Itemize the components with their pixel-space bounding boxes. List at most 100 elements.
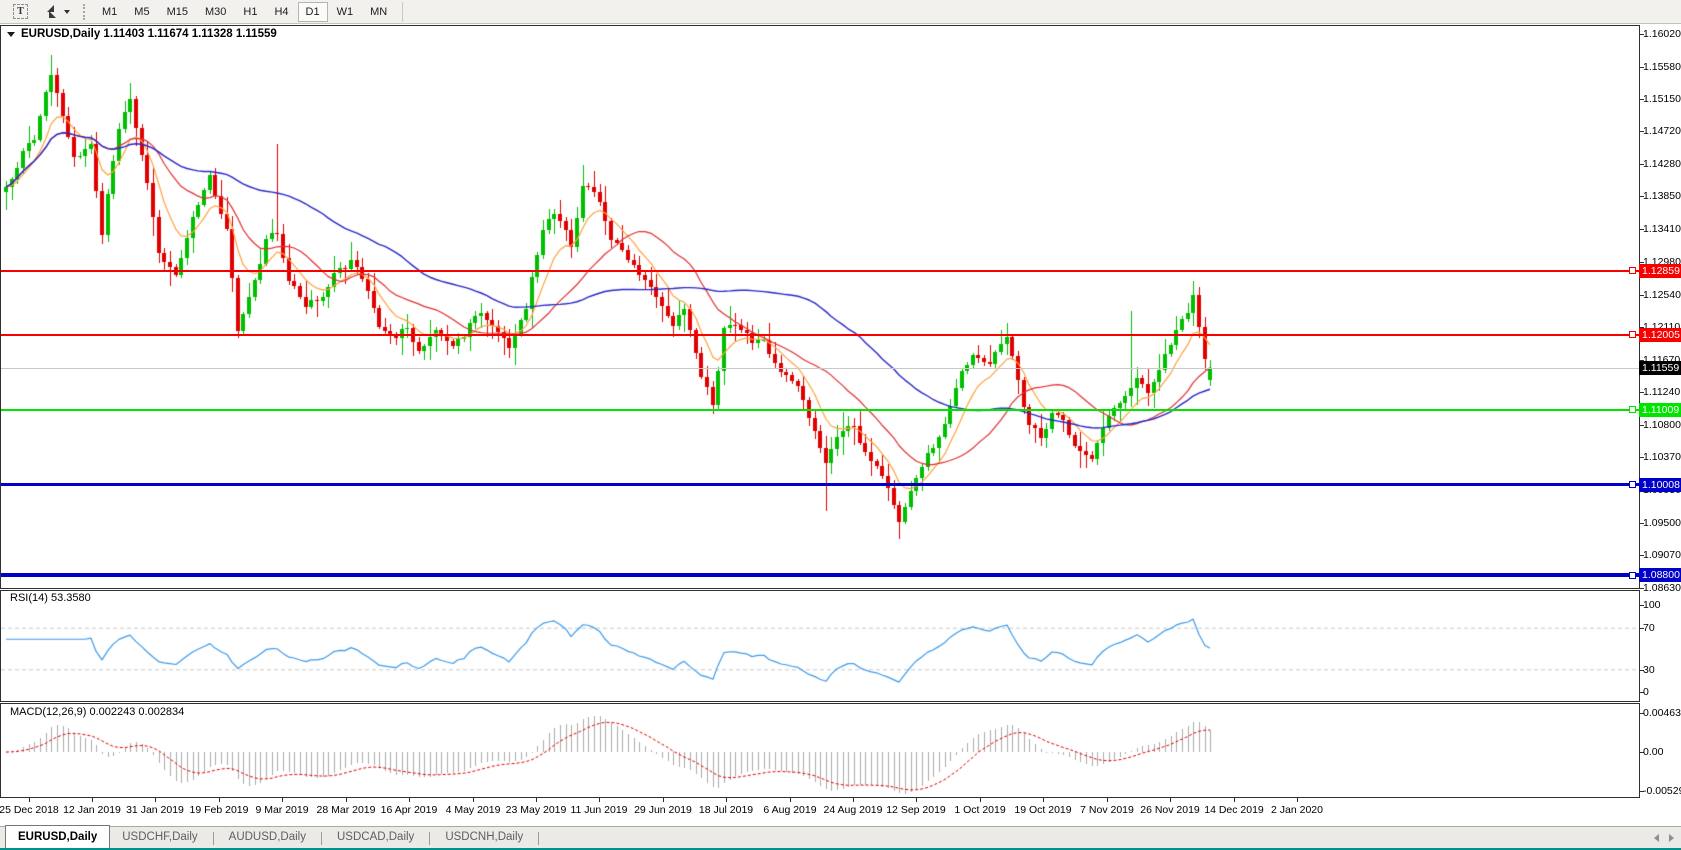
- date-axis-tick: [916, 798, 917, 802]
- timeframe-button-m30[interactable]: M30: [204, 5, 227, 18]
- price-axis-tick: [1640, 34, 1644, 35]
- date-axis-label: 29 Jun 2019: [634, 804, 692, 816]
- price-axis-label: 1.15580: [1643, 61, 1681, 73]
- price-axis-tick: [1640, 360, 1644, 361]
- cursor-arrows-tool-button[interactable]: [36, 2, 78, 22]
- date-axis-tick: [473, 798, 474, 802]
- date-axis-label: 24 Aug 2019: [823, 804, 883, 816]
- timeframe-button-h1[interactable]: H1: [243, 5, 258, 18]
- scroll-right-icon[interactable]: [1669, 834, 1674, 842]
- price-axis-tick: [1640, 555, 1644, 556]
- toolbar-separator: [402, 1, 404, 22]
- text-label-tool-button[interactable]: T: [5, 2, 36, 22]
- symbol-tab-usdcad[interactable]: USDCAD,Daily: [336, 831, 415, 843]
- timeframe-button-w1[interactable]: W1: [336, 5, 354, 18]
- price-axis-tick: [1640, 131, 1644, 132]
- price-axis-tick: [1640, 99, 1644, 100]
- dropdown-caret-icon[interactable]: [64, 9, 70, 14]
- price-axis-label: 1.12980: [1643, 256, 1681, 268]
- date-axis-tick: [1043, 798, 1044, 802]
- date-axis-label: 14 Dec 2019: [1204, 804, 1264, 816]
- price-axis-tick: [1640, 425, 1644, 426]
- diagonal-arrows-icon: [47, 5, 56, 18]
- chart-title: EURUSD,Daily 1.11403 1.11674 1.11328 1.1…: [7, 28, 277, 40]
- macd-canvas[interactable]: [1, 704, 1639, 797]
- rsi-label: RSI(14) 53.3580: [10, 592, 91, 604]
- chart-collapse-caret-icon[interactable]: [7, 31, 15, 37]
- rsi-canvas[interactable]: [1, 591, 1639, 701]
- symbol-tab-usdcnh[interactable]: USDCNH,Daily: [445, 831, 524, 843]
- price-axis-tick: [1640, 67, 1644, 68]
- price-axis-tick: [1640, 229, 1644, 230]
- price-axis-label: 1.12540: [1643, 289, 1681, 301]
- price-marker-1.12859: 1.12859: [1639, 264, 1681, 278]
- timeframe-button-m5[interactable]: M5: [134, 5, 150, 18]
- date-axis-tick: [29, 798, 30, 802]
- symbol-tab-audusd[interactable]: AUDUSD,Daily: [228, 831, 306, 843]
- price-axis-tick: [1640, 327, 1644, 328]
- scroll-left-icon[interactable]: [1654, 834, 1659, 842]
- price-axis-label: 1.08630: [1643, 582, 1681, 594]
- date-axis-tick: [282, 798, 283, 802]
- date-axis-tick: [155, 798, 156, 802]
- toolbar-grip: [83, 3, 87, 20]
- macd-axis-label: 0.00: [1643, 746, 1664, 758]
- date-axis-label: 12 Sep 2019: [886, 804, 946, 816]
- price-axis-label: 1.09930: [1643, 484, 1681, 496]
- date-axis-label: 31 Jan 2019: [126, 804, 184, 816]
- price-axis-label: 1.16020: [1643, 28, 1681, 40]
- date-axis-tick: [790, 798, 791, 802]
- rsi-axis-label: 30: [1643, 664, 1655, 676]
- rsi-axis-tick: [1640, 670, 1644, 671]
- rsi-axis-label: 0: [1643, 686, 1649, 698]
- date-axis-label: 11 Jun 2019: [570, 804, 628, 816]
- tab-separator: [429, 832, 431, 845]
- symbol-tab-bar: EURUSD,Daily USDCHF,Daily AUDUSD,Daily USDC…: [0, 825, 1681, 849]
- price-axis-tick: [1640, 523, 1644, 524]
- rsi-axis-label: 70: [1643, 622, 1655, 634]
- price-chart-canvas[interactable]: [1, 26, 1639, 588]
- date-axis-tick: [1170, 798, 1171, 802]
- symbol-tab-eurusd[interactable]: EURUSD,Daily: [5, 825, 111, 849]
- date-axis-label: 2 Jan 2020: [1271, 804, 1323, 816]
- price-axis-tick: [1640, 457, 1644, 458]
- rsi-axis-tick: [1640, 628, 1644, 629]
- date-axis-label: 18 Jul 2019: [698, 804, 754, 816]
- rsi-axis-label: 100: [1643, 599, 1661, 611]
- tab-separator: [538, 832, 540, 845]
- timeframe-button-mn[interactable]: MN: [370, 5, 388, 18]
- timeframe-button-m1[interactable]: M1: [102, 5, 118, 18]
- chart-title-text: EURUSD,Daily 1.11403 1.11674 1.11328 1.1…: [21, 28, 277, 40]
- macd-axis-tick: [1640, 713, 1644, 714]
- date-axis-label: 25 Dec 2018: [0, 804, 59, 816]
- status-strip: [0, 848, 1681, 850]
- timeframe-button-d1[interactable]: D1: [297, 1, 328, 22]
- timeframe-bar: M1 M5 M15 M30 H1 H4 D1 W1 MN: [94, 1, 395, 22]
- date-axis-tick: [92, 798, 93, 802]
- price-axis-tick: [1640, 196, 1644, 197]
- date-axis-tick: [726, 798, 727, 802]
- symbol-tab-usdchf[interactable]: USDCHF,Daily: [122, 831, 198, 843]
- timeframe-button-h4[interactable]: H4: [274, 5, 289, 18]
- price-axis-tick: [1640, 490, 1644, 491]
- price-marker-1.11559: 1.11559: [1639, 361, 1681, 375]
- main-chart-pane: [0, 25, 1640, 589]
- price-axis-label: 1.14720: [1643, 125, 1681, 137]
- date-axis-tick: [853, 798, 854, 802]
- price-axis-label: 1.10800: [1643, 419, 1681, 431]
- date-axis-label: 19 Feb 2019: [189, 804, 249, 816]
- date-axis-tick: [409, 798, 410, 802]
- date-axis-label: 16 Apr 2019: [380, 804, 438, 816]
- timeframe-button-m15[interactable]: M15: [166, 5, 188, 18]
- rsi-axis-tick: [1640, 605, 1644, 606]
- macd-axis-label: 0.00463: [1643, 707, 1681, 719]
- date-axis-label: 26 Nov 2019: [1140, 804, 1200, 816]
- tab-separator: [320, 832, 322, 845]
- date-axis-tick: [346, 798, 347, 802]
- date-axis-label: 23 May 2019: [505, 804, 567, 816]
- date-axis-label: 9 Mar 2019: [255, 804, 309, 816]
- date-axis-label: 7 Nov 2019: [1080, 804, 1134, 816]
- price-axis-label: 1.14280: [1643, 158, 1681, 170]
- rsi-pane: [0, 590, 1640, 702]
- price-axis-label: 1.13410: [1643, 223, 1681, 235]
